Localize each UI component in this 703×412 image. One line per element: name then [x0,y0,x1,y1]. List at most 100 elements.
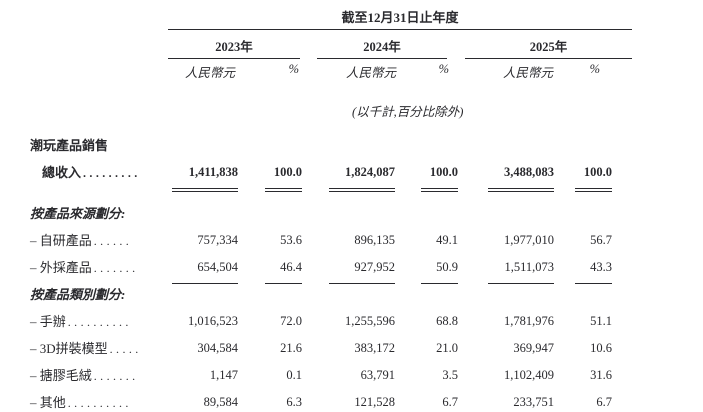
table-row: – 搪膠毛絨....... 1,147 0.1 63,791 3.5 1,102,409 3… [30,362,632,389]
row-label-text: – 3D拼裝模型 [30,341,108,356]
leader-dots: .......... [67,396,132,410]
cell-value: 654,504 [172,254,238,284]
cell-value: 1,824,087 [329,159,395,192]
value-cell: 1,016,523 [168,308,240,337]
cell-value: 68.8 [436,314,458,328]
percent-cell: 43.3 [555,254,632,284]
period-header: 截至12月31日止年度 [341,10,459,25]
table-row: – 外採產品....... 654,504 46.4 927,952 50.9 1,511… [30,254,632,284]
cell-value: 1,147 [209,368,238,382]
value-cell: 1,511,073 [459,254,555,284]
cell-value: 43.3 [575,254,612,284]
cell-value: 3.5 [442,368,458,382]
year-label: 2023年 [168,36,300,59]
value-cell: 121,528 [302,389,396,412]
value-cell: 1,824,087 [302,159,396,192]
percent-label-2025: % [589,62,600,76]
percent-cell: 0.1 [240,362,302,391]
cell-value: 50.9 [421,254,458,284]
currency-header-row: 人民幣元 % 人民幣元 % 人民幣元 % [30,62,632,81]
cell-value: 63,791 [360,368,395,382]
table-row: – 手辦.......... 1,016,523 72.0 1,255,596 68.8… [30,308,632,335]
year-label: 2024年 [317,36,447,59]
cell-value: 6.3 [265,389,302,412]
percent-label-2023: % [288,62,299,76]
header-top-rule [168,29,632,30]
table-row: 總收入......... 1,411,838 100.0 1,824,087 100.0… [30,159,632,192]
value-cell: 896,135 [302,227,396,256]
percent-cell: 6.3 [240,389,302,412]
year-header-row: 2023年 2024年 2025年 [168,36,632,59]
cell-value: 49.1 [436,233,458,247]
cell-value: 56.7 [590,233,612,247]
spacer-cell [30,62,168,81]
row-label-text: – 搪膠毛絨 [30,368,92,383]
cell-value: 383,172 [354,341,395,355]
percent-cell: 51.1 [555,308,632,337]
cell-value: 100.0 [421,159,458,192]
year-label: 2025年 [465,36,632,59]
value-cell: 654,504 [168,254,240,284]
year-group-2025: 2025年 [459,36,632,59]
percent-cell: 6.7 [396,389,459,412]
table-body: 潮玩產品銷售 總收入......... 1,411,838 100.0 1,824,08… [30,132,632,412]
value-cell: 63,791 [302,362,396,391]
leader-dots: ......... [83,166,141,180]
cell-value: 72.0 [280,314,302,328]
section-label: 按產品類別劃分: [30,287,126,302]
value-cell: 304,584 [168,335,240,364]
cell-value: 369,947 [513,341,554,355]
cell-value: 1,411,838 [172,159,238,192]
cell-value: 304,584 [197,341,238,355]
value-cell: 757,334 [168,227,240,256]
value-cell: 89,584 [168,389,240,412]
currency-label-2023: 人民幣元 [184,66,235,80]
percent-cell: 49.1 [396,227,459,256]
value-cell: 1,781,976 [459,308,555,337]
cell-value: 10.6 [590,341,612,355]
row-label: – 手辦.......... [30,308,168,337]
percent-cell: 6.7 [555,389,632,412]
value-cell: 1,102,409 [459,362,555,391]
cell-value: 3,488,083 [488,159,554,192]
cell-value: 1,511,073 [488,254,554,284]
percent-cell: 31.6 [555,362,632,391]
percent-cell: 100.0 [555,159,632,192]
percent-cell: 68.8 [396,308,459,337]
cell-value: 927,952 [329,254,395,284]
cell-value: 53.6 [280,233,302,247]
cell-value: 6.7 [575,389,612,412]
value-cell: 3,488,083 [459,159,555,192]
table-row: – 3D拼裝模型..... 304,584 21.6 383,172 21.0 369,9… [30,335,632,362]
value-cell: 927,952 [302,254,396,284]
cell-value: 89,584 [172,389,238,412]
percent-cell: 21.6 [240,335,302,364]
percent-cell: 50.9 [396,254,459,284]
cell-value: 46.4 [265,254,302,284]
percent-cell: 56.7 [555,227,632,256]
percent-cell: 100.0 [396,159,459,192]
row-label-text: – 其他 [30,395,66,410]
cell-value: 0.1 [286,368,302,382]
year-group-2023: 2023年 [168,36,302,59]
percent-cell: 3.5 [396,362,459,391]
cell-value: 121,528 [329,389,395,412]
year-group-2024: 2024年 [302,36,459,59]
percent-cell: 10.6 [555,335,632,364]
percent-cell: 46.4 [240,254,302,284]
cell-value: 1,255,596 [345,314,395,328]
cell-value: 233,751 [488,389,554,412]
row-label: – 自研產品...... [30,227,168,256]
value-cell: 1,255,596 [302,308,396,337]
row-label-text: – 自研產品 [30,233,92,248]
currency-label-2024: 人民幣元 [345,66,396,80]
cell-value: 100.0 [575,159,612,192]
percent-cell: 72.0 [240,308,302,337]
value-cell: 383,172 [302,335,396,364]
currency-label-2025: 人民幣元 [502,66,553,80]
leader-dots: ....... [93,369,139,383]
cell-value: 1,016,523 [188,314,238,328]
cell-value: 100.0 [265,159,302,192]
cell-value: 51.1 [590,314,612,328]
